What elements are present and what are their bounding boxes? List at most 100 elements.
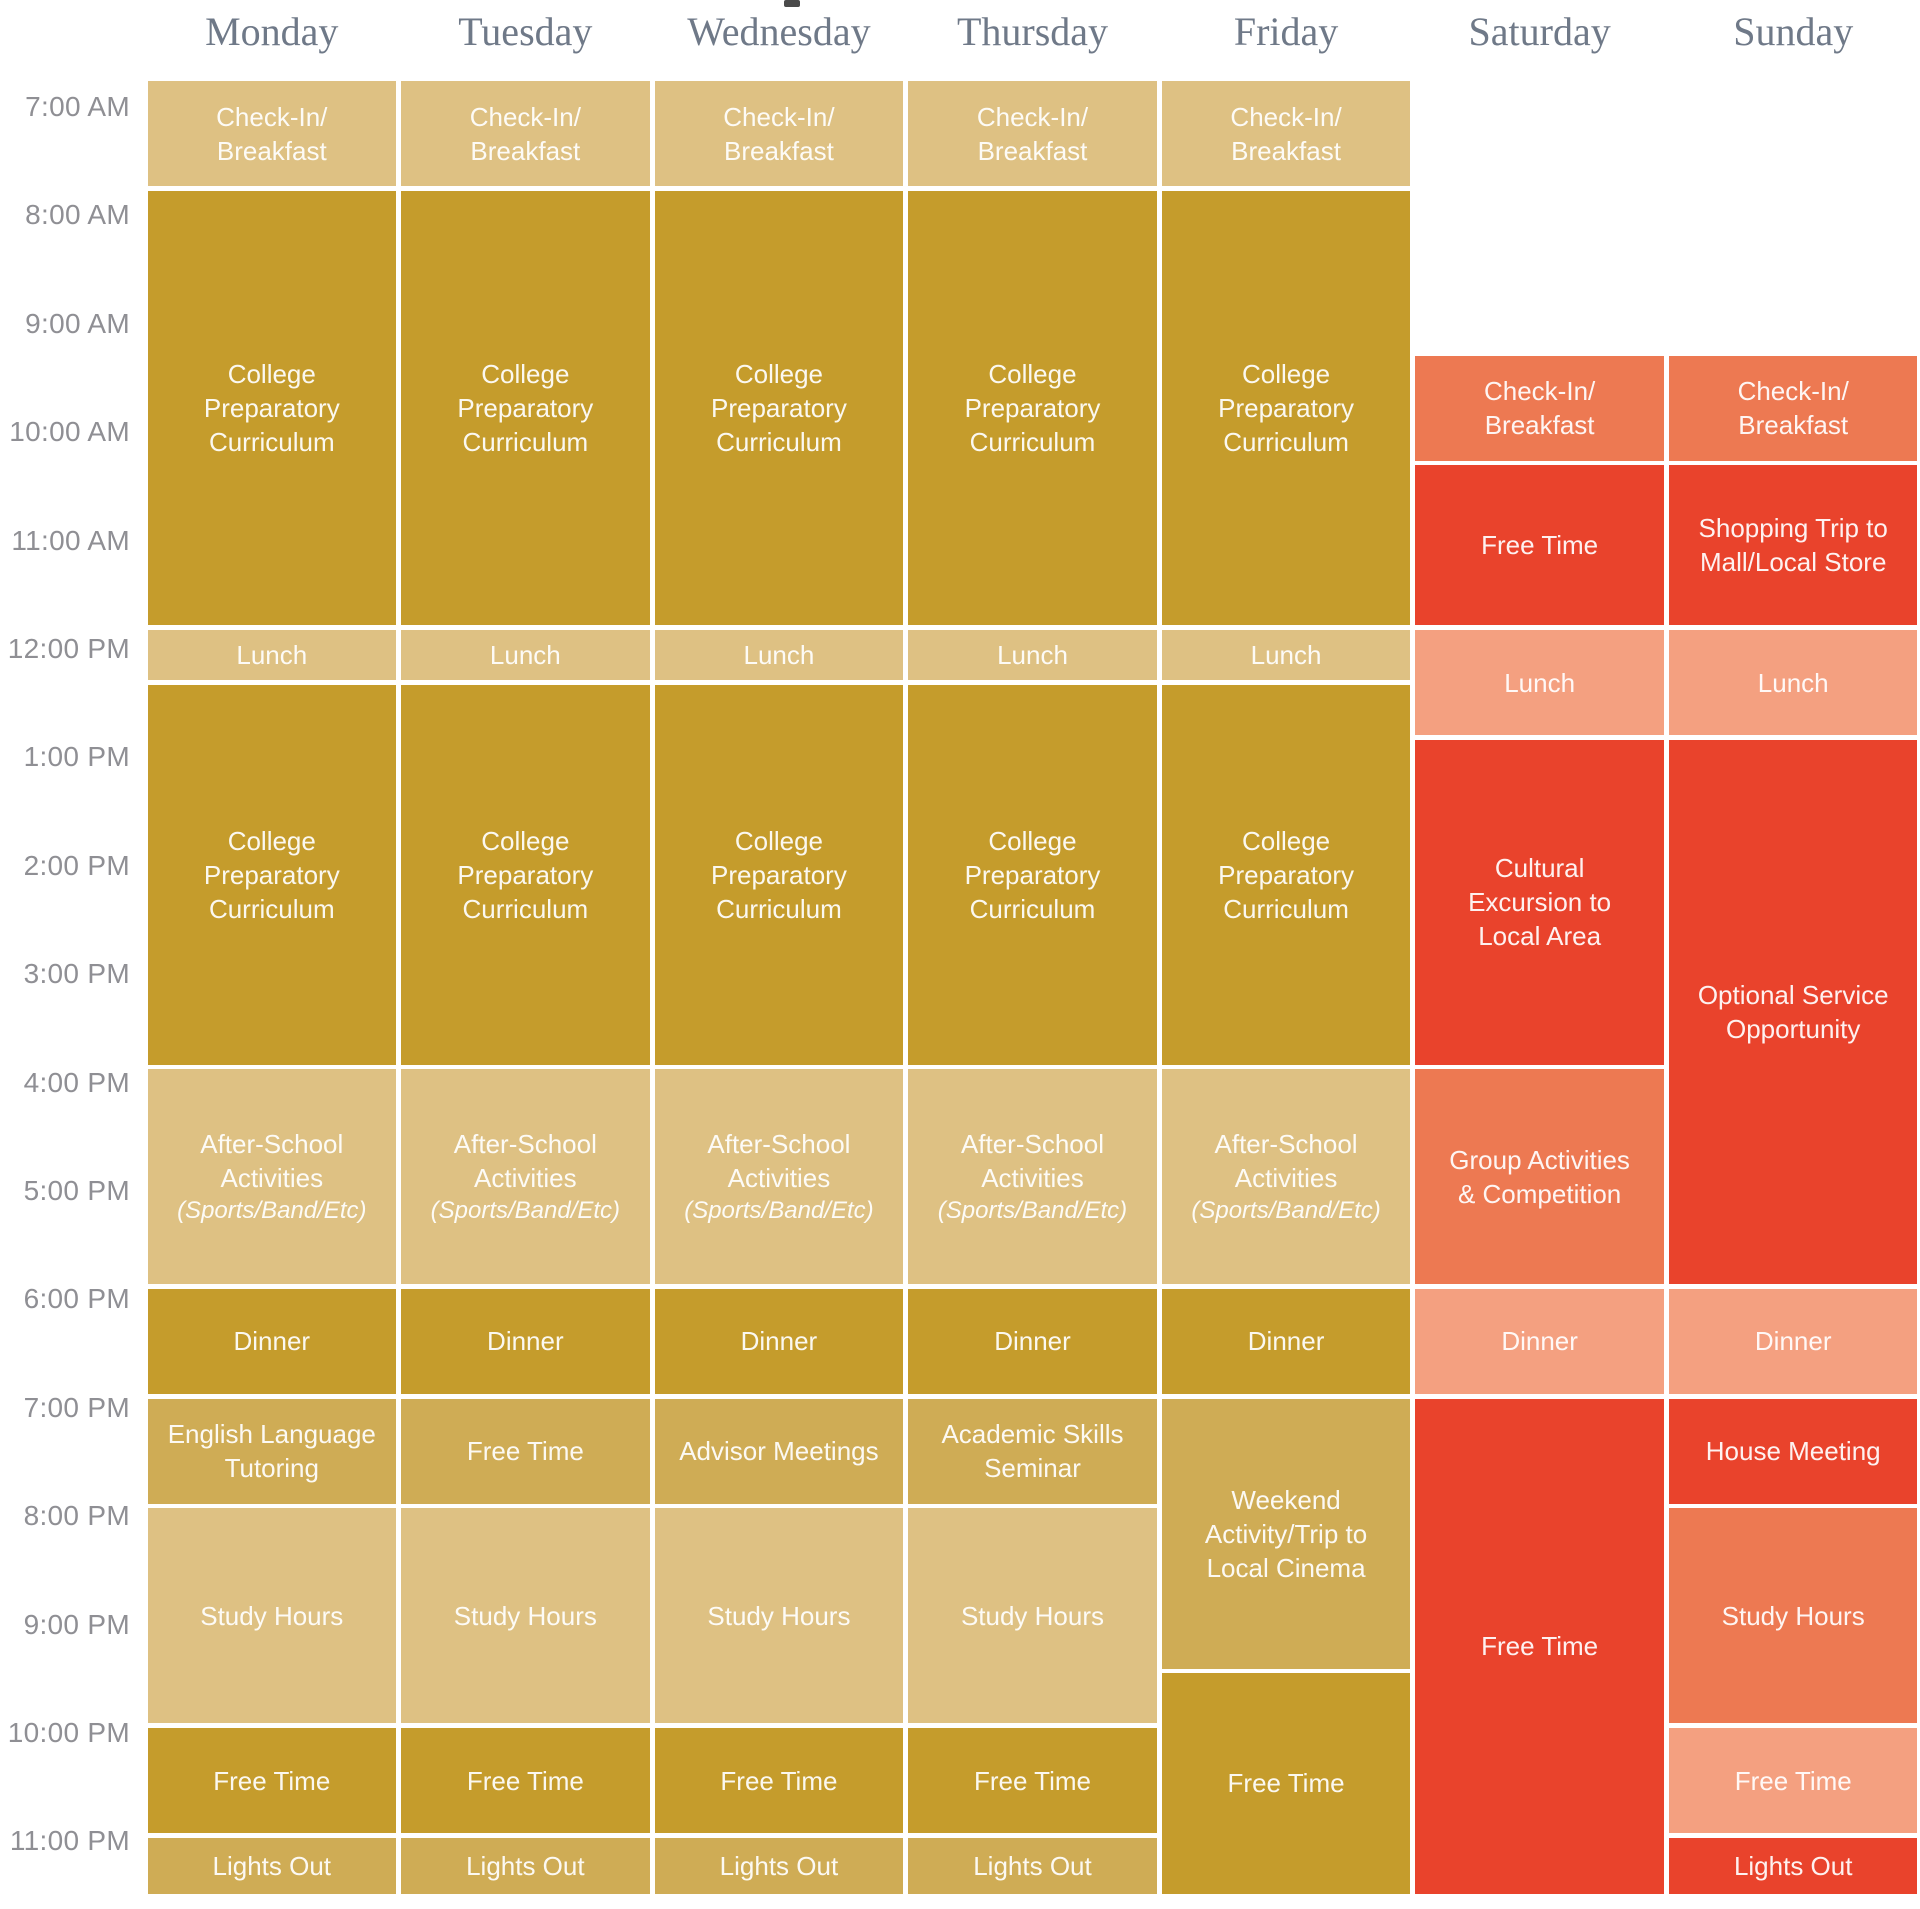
event-label: Preparatory xyxy=(457,859,594,890)
event-block[interactable]: Lunch xyxy=(1668,630,1918,736)
event-block[interactable]: Study Hours xyxy=(401,1508,650,1724)
event-block[interactable]: Free Time xyxy=(1415,1398,1664,1894)
event-label: Check-In/ xyxy=(216,101,328,132)
event-block[interactable]: College Preparatory Curriculum xyxy=(654,190,904,626)
event-block[interactable]: After-School Activities (Sports/Band/Etc) xyxy=(1161,1069,1411,1285)
event-block[interactable]: Optional Service Opportunity xyxy=(1668,739,1918,1285)
event-block[interactable]: Free Time xyxy=(147,1728,397,1834)
event-block[interactable]: College Preparatory Curriculum xyxy=(908,684,1157,1065)
time-label: 2:00 PM xyxy=(23,849,130,881)
event-label: Check-In/ xyxy=(1737,376,1849,407)
event-block[interactable]: College Preparatory Curriculum xyxy=(654,684,904,1065)
event-label: Excursion to xyxy=(1468,887,1612,918)
event-block[interactable]: Lunch xyxy=(147,630,397,681)
event-block[interactable]: After-School Activities (Sports/Band/Etc) xyxy=(147,1069,397,1285)
event-label: Study Hours xyxy=(1721,1600,1865,1631)
event-block[interactable]: Free Time xyxy=(908,1728,1157,1834)
event-label: Free Time xyxy=(1227,1768,1345,1799)
event-label: Study Hours xyxy=(200,1600,344,1631)
event-block[interactable]: College Preparatory Curriculum xyxy=(401,190,650,626)
event-block[interactable]: Dinner xyxy=(147,1288,397,1395)
event-block[interactable]: Advisor Meetings xyxy=(654,1398,904,1504)
event-block[interactable]: Check-In/Breakfast xyxy=(1415,355,1664,461)
event-block[interactable]: Lunch xyxy=(1161,630,1411,681)
event-block[interactable]: College Preparatory Curriculum xyxy=(1161,684,1411,1065)
event-label: Preparatory xyxy=(711,859,847,890)
event-block[interactable]: After-School Activities (Sports/Band/Etc) xyxy=(654,1069,904,1285)
event-block[interactable]: Check-In/Breakfast xyxy=(1161,81,1411,187)
event-block[interactable]: College Preparatory Curriculum xyxy=(147,190,397,626)
event-label: Dinner xyxy=(740,1326,818,1357)
event-block[interactable]: Free Time xyxy=(654,1728,904,1834)
event-label: Lunch xyxy=(1250,640,1322,671)
event-block[interactable]: Lights Out xyxy=(908,1837,1157,1894)
event-block[interactable]: Lights Out xyxy=(401,1837,650,1894)
event-block[interactable]: Weekend Activity/Trip to Local Cinema xyxy=(1161,1398,1411,1669)
event-block[interactable]: After-School Activities (Sports/Band/Etc) xyxy=(401,1069,650,1285)
event-label: Shopping Trip to xyxy=(1698,513,1888,544)
event-label: Dinner xyxy=(487,1326,564,1357)
event-block[interactable]: Check-In/Breakfast xyxy=(908,81,1157,187)
event-block[interactable]: College Preparatory Curriculum xyxy=(908,190,1157,626)
event-block[interactable]: Free Time xyxy=(401,1728,650,1834)
event-block[interactable]: College Preparatory Curriculum xyxy=(147,684,397,1065)
event-label: After-School xyxy=(707,1128,851,1159)
event-block[interactable]: Dinner xyxy=(908,1288,1157,1395)
event-block[interactable]: Check-In/Breakfast xyxy=(654,81,904,187)
event-block[interactable]: Study Hours xyxy=(908,1508,1157,1724)
event-block[interactable]: Check-In/Breakfast xyxy=(401,81,650,187)
event-block[interactable]: Lunch xyxy=(908,630,1157,681)
event-block[interactable]: College Preparatory Curriculum xyxy=(1161,190,1411,626)
event-block[interactable]: Shopping Trip to Mall/Local Store xyxy=(1668,465,1918,626)
event-label: College xyxy=(1241,825,1331,856)
event-label: Activity/Trip to xyxy=(1204,1518,1368,1549)
event-block[interactable]: Dinner xyxy=(1415,1288,1664,1395)
event-label: Activities xyxy=(1234,1162,1338,1193)
event-label: After-School xyxy=(453,1128,597,1159)
event-label: Study Hours xyxy=(453,1600,597,1631)
event-block[interactable]: House Meeting xyxy=(1668,1398,1918,1504)
event-label: Breakfast xyxy=(1738,410,1849,441)
event-label: Study Hours xyxy=(960,1600,1105,1631)
event-block[interactable]: Lights Out xyxy=(654,1837,904,1894)
event-block[interactable]: Dinner xyxy=(654,1288,904,1395)
event-label: Check-In/ xyxy=(723,101,835,132)
event-label: Dinner xyxy=(1247,1326,1325,1357)
event-block[interactable]: Free Time xyxy=(401,1398,650,1504)
event-block[interactable]: English Language Tutoring xyxy=(147,1398,397,1504)
event-label: Free Time xyxy=(466,1765,584,1796)
event-block[interactable]: Lunch xyxy=(654,630,904,681)
event-block[interactable]: After-School Activities (Sports/Band/Etc) xyxy=(908,1069,1157,1285)
event-block[interactable]: Dinner xyxy=(1668,1288,1918,1395)
event-block[interactable]: Study Hours xyxy=(1668,1508,1918,1724)
event-block[interactable]: Free Time xyxy=(1415,465,1664,626)
event-label: Breakfast xyxy=(1484,410,1595,441)
event-block[interactable]: Lights Out xyxy=(147,1837,397,1894)
event-block[interactable]: Check-In/Breakfast xyxy=(147,81,397,187)
event-label: College xyxy=(1241,359,1331,390)
event-label: Lights Out xyxy=(719,1850,839,1881)
event-label: Check-In/ xyxy=(1230,101,1342,132)
event-block[interactable]: Lunch xyxy=(401,630,650,681)
event-block[interactable]: Lights Out xyxy=(1668,1837,1918,1894)
event-label: Curriculum xyxy=(1223,893,1349,924)
event-label: After-School xyxy=(960,1128,1105,1159)
event-block[interactable]: College Preparatory Curriculum xyxy=(401,684,650,1065)
event-block[interactable]: Free Time xyxy=(1161,1673,1411,1894)
event-label: Lights Out xyxy=(1733,1850,1853,1881)
event-block[interactable]: Cultural Excursion to Local Area xyxy=(1415,739,1664,1065)
event-block[interactable]: Lunch xyxy=(1415,630,1664,736)
event-label: Check-In/ xyxy=(1483,376,1596,407)
event-block[interactable]: Academic Skills Seminar xyxy=(908,1398,1157,1504)
event-block[interactable]: Group Activities & Competition xyxy=(1415,1069,1664,1285)
event-block[interactable]: Dinner xyxy=(1161,1288,1411,1395)
event-label: College xyxy=(227,825,316,856)
event-block[interactable]: Free Time xyxy=(1668,1728,1918,1834)
event-block[interactable]: Check-In/Breakfast xyxy=(1668,355,1918,461)
event-label: English Language xyxy=(167,1419,376,1450)
event-label: Preparatory xyxy=(964,859,1101,890)
event-block[interactable]: Study Hours xyxy=(654,1508,904,1724)
event-block[interactable]: Dinner xyxy=(401,1288,650,1395)
event-block[interactable]: Study Hours xyxy=(147,1508,397,1724)
event-label: Local Cinema xyxy=(1206,1552,1366,1583)
